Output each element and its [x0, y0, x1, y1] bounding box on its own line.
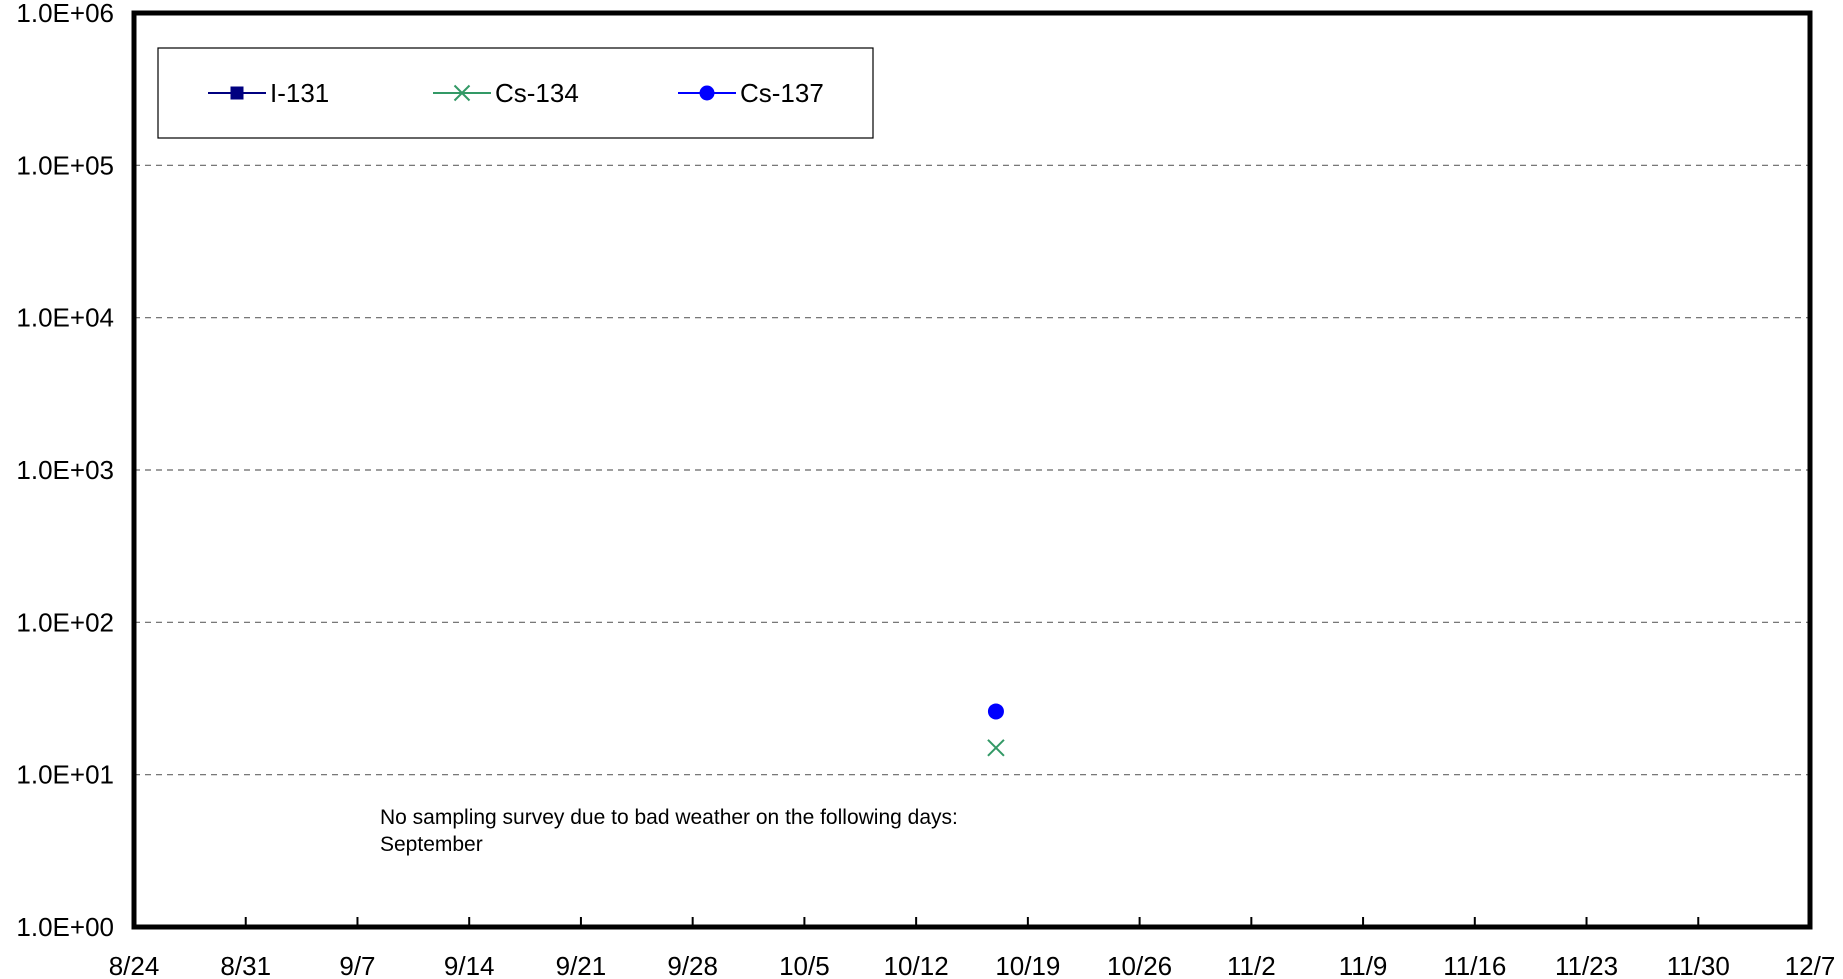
legend-item-cs-134: Cs-134: [433, 78, 579, 108]
gridlines: [134, 164, 1810, 776]
x-tick-label: 11/2: [1227, 951, 1276, 979]
y-tick-label: 1.0E+00: [16, 912, 114, 942]
y-tick-label: 1.0E+05: [16, 150, 114, 180]
x-tick-label: 11/16: [1443, 951, 1506, 979]
annotation-line-1: No sampling survey due to bad weather on…: [380, 806, 958, 829]
plot-area-frame: [131, 10, 1813, 930]
y-tick-label: 1.0E+01: [16, 760, 114, 790]
legend-label-cs-137: Cs-137: [740, 78, 824, 108]
legend-marker-cs-137: [699, 85, 715, 101]
y-tick-label: 1.0E+02: [16, 607, 114, 637]
x-tick-label: 11/23: [1555, 951, 1618, 979]
legend-item-cs-137: Cs-137: [678, 78, 824, 108]
legend-box: [157, 47, 874, 139]
legend-label-cs-134: Cs-134: [495, 78, 579, 108]
x-tick-label: 10/5: [779, 951, 830, 979]
annotation-line-2: September: [380, 833, 483, 856]
x-tick-label: 10/12: [884, 951, 949, 979]
y-axis: 1.0E+00 1.0E+01 1.0E+02 1.0E+03 1.0E+04 1.0E+…: [16, 0, 114, 942]
series-cs-134: [987, 739, 1005, 757]
series-cs-137: [987, 703, 1004, 720]
data-point-cs-134: [987, 739, 1005, 757]
y-tick-label: 1.0E+04: [16, 303, 114, 333]
x-tick-label: 11/9: [1339, 951, 1388, 979]
data-point-cs-137: [987, 703, 1004, 720]
x-tick-label: 11/30: [1667, 951, 1730, 979]
x-tick-label: 8/24: [109, 951, 160, 979]
legend: I-131 Cs-134 Cs-137: [157, 47, 874, 139]
x-tick-label: 10/19: [995, 951, 1060, 979]
legend-marker-i-131: [230, 86, 244, 100]
legend-marker-cs-134: [453, 84, 471, 102]
x-tick-label: 12/7: [1785, 951, 1836, 979]
x-axis: 8/24 8/31 9/7 9/14 9/21 9/28 10/5 10/12 10/19 10/…: [109, 917, 1836, 979]
y-tick-label: 1.0E+06: [16, 0, 114, 28]
legend-item-i-131: I-131: [208, 78, 329, 108]
data-points: [987, 703, 1005, 757]
x-tick-label: 8/31: [220, 951, 271, 979]
legend-label-i-131: I-131: [270, 78, 329, 108]
x-tick-label: 10/26: [1107, 951, 1172, 979]
x-tick-label: 9/14: [444, 951, 495, 979]
annotation-note: No sampling survey due to bad weather on…: [380, 806, 958, 856]
x-tick-label: 9/28: [667, 951, 718, 979]
x-tick-label: 9/21: [556, 951, 607, 979]
y-tick-label: 1.0E+03: [16, 455, 114, 485]
x-tick-label: 9/7: [339, 951, 375, 979]
